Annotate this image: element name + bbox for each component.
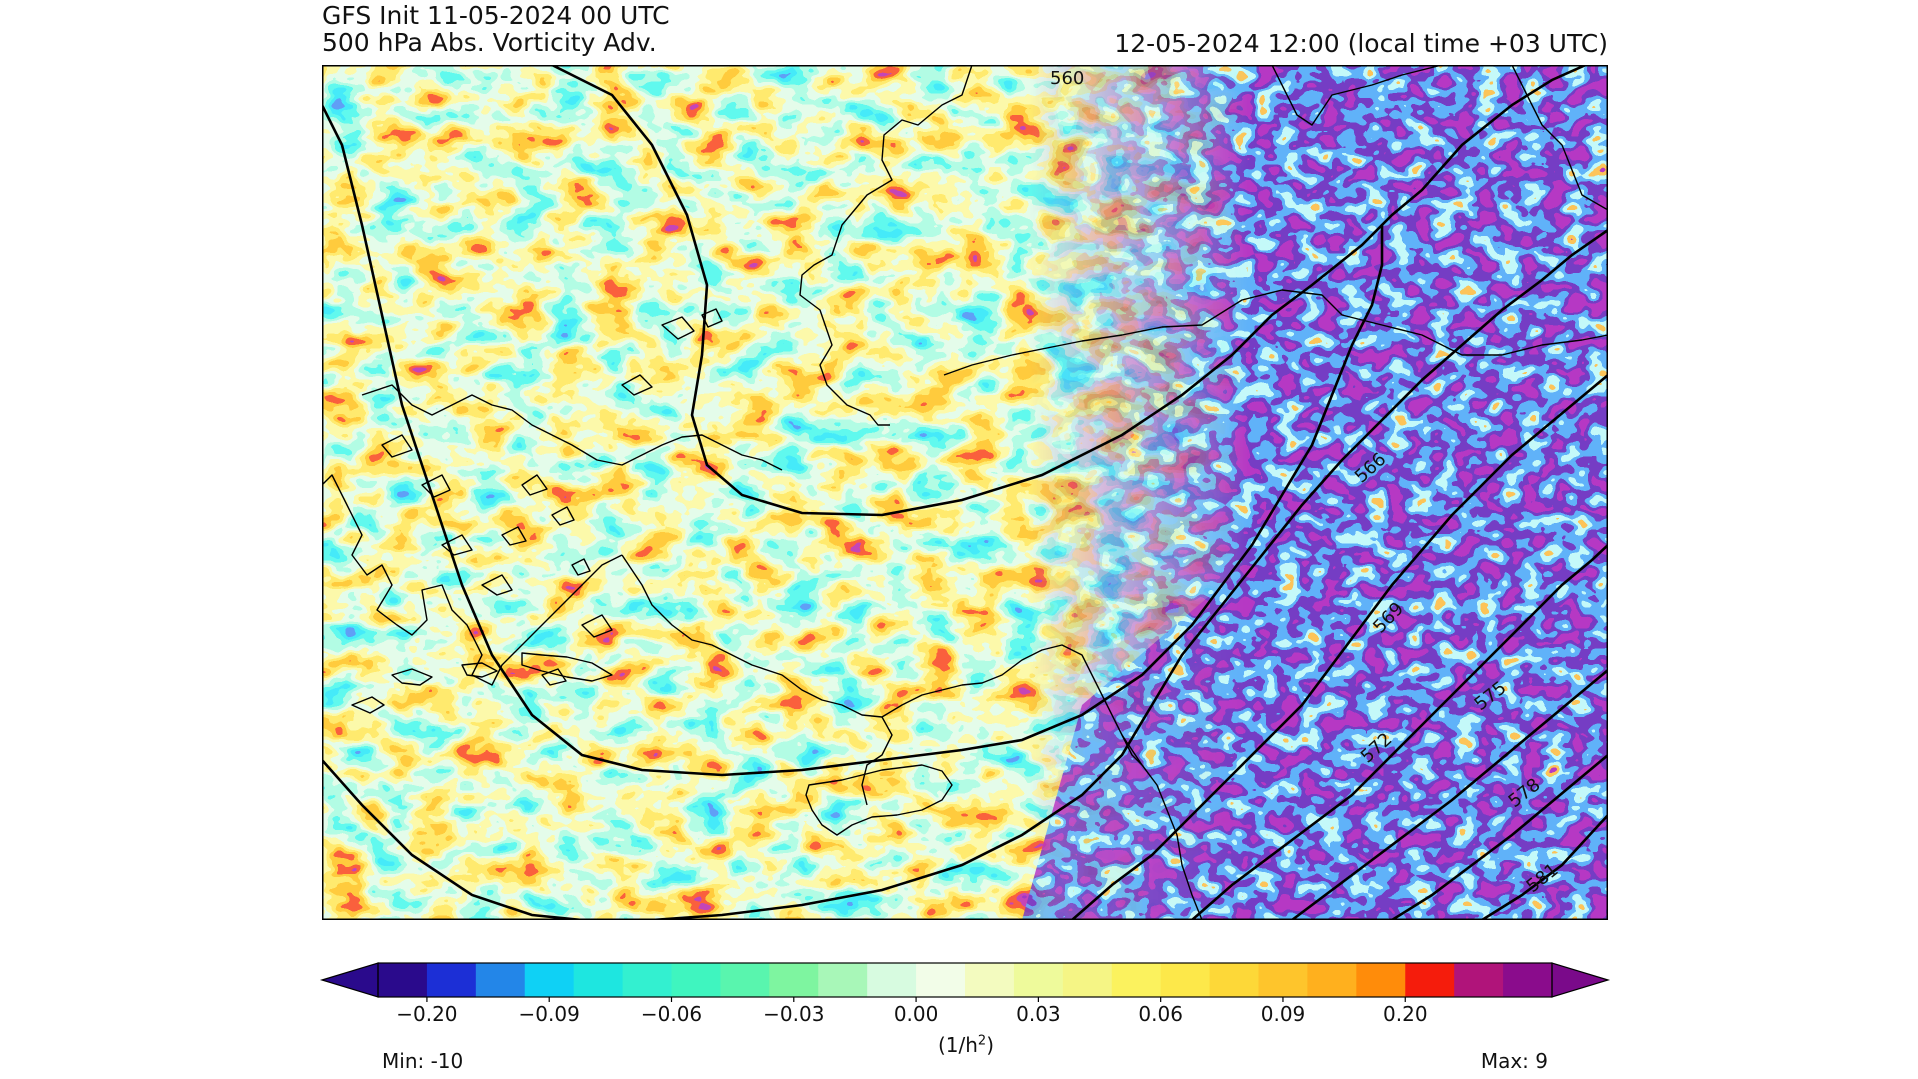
max-value-label: Max: 9	[1480, 1049, 1548, 1073]
colorbar-frame	[377, 962, 1553, 998]
contour-label-560: 560	[1050, 68, 1084, 89]
map-frame	[322, 65, 1608, 920]
colorbar-tick-label: 0.09	[1260, 1002, 1306, 1026]
contour-578	[1390, 753, 1608, 920]
colorbar-segment	[426, 963, 477, 997]
contour-560-west	[322, 103, 1384, 777]
contour-575	[1290, 668, 1608, 920]
contour-581	[1480, 813, 1608, 920]
field-title: 500 hPa Abs. Vorticity Adv.	[322, 28, 657, 57]
colorbar-tick-label: 0.06	[1138, 1002, 1183, 1026]
colorbar-tick-label: 0.20	[1383, 1002, 1428, 1026]
units-close: )	[986, 1033, 995, 1057]
colorbar-segments	[378, 963, 1553, 997]
colorbar-segment	[1503, 963, 1553, 997]
colorbar-segment	[378, 963, 428, 997]
colorbar-segment	[867, 963, 917, 997]
colorbar-tick-label: 0.03	[1016, 1002, 1061, 1026]
units-exponent: 2	[977, 1033, 987, 1049]
colorbar-extend-high	[1551, 962, 1611, 998]
valid-time-label: 12-05-2024 12:00 (local time +03 UTC)	[1114, 29, 1608, 58]
colorbar-ticks	[426, 997, 1406, 1002]
contour-566	[322, 228, 1608, 920]
vorticity-field-east-sector	[322, 65, 1608, 920]
colorbar-tick-label: −0.06	[640, 1002, 703, 1026]
colorbar-segment	[524, 963, 575, 997]
vorticity-advection-map: 560 566 569 572 575 578 581	[322, 65, 1608, 920]
colorbar-tick-label: 0.00	[893, 1002, 939, 1026]
model-init-title: GFS Init 11-05-2024 00 UTC	[322, 1, 670, 30]
colorbar-segment	[1209, 963, 1260, 997]
map-panel: 560 566 569 572 575 578 581	[322, 65, 1608, 920]
colorbar-segment	[1160, 963, 1211, 997]
contour-572	[1190, 543, 1608, 920]
colorbar-units: (1/h2)	[938, 1033, 994, 1057]
colorbar-segment	[1405, 963, 1455, 997]
colorbar-tick-label: −0.09	[518, 1002, 580, 1026]
colorbar-segment	[622, 963, 673, 997]
colorbar-segment	[916, 963, 966, 997]
colorbar-segment	[573, 963, 624, 997]
coastlines	[322, 65, 1608, 920]
colorbar	[319, 962, 1611, 1002]
colorbar-segment	[1258, 963, 1309, 997]
colorbar-segment	[720, 963, 770, 997]
colorbar-segment	[1062, 963, 1113, 997]
colorbar-segment	[965, 963, 1015, 997]
colorbar-segment	[1454, 963, 1504, 997]
colorbar-segment	[1307, 963, 1357, 997]
colorbar-segment	[818, 963, 868, 997]
colorbar-extend-low	[319, 962, 379, 998]
contour-569	[1070, 373, 1608, 920]
colorbar-segment	[1111, 963, 1162, 997]
colorbar-segment	[1356, 963, 1406, 997]
units-base: (1/h	[937, 1033, 978, 1057]
colorbar-segment	[1013, 963, 1064, 997]
colorbar-segment	[671, 963, 722, 997]
colorbar-segment	[769, 963, 819, 997]
colorbar-tick-label: −0.03	[763, 1002, 825, 1026]
colorbar-tick-label: −0.20	[396, 1002, 458, 1026]
contour-560-north	[550, 65, 1589, 517]
colorbar-segment	[475, 963, 526, 997]
min-value-label: Min: -10	[382, 1049, 464, 1073]
geopotential-contours	[322, 65, 1608, 920]
